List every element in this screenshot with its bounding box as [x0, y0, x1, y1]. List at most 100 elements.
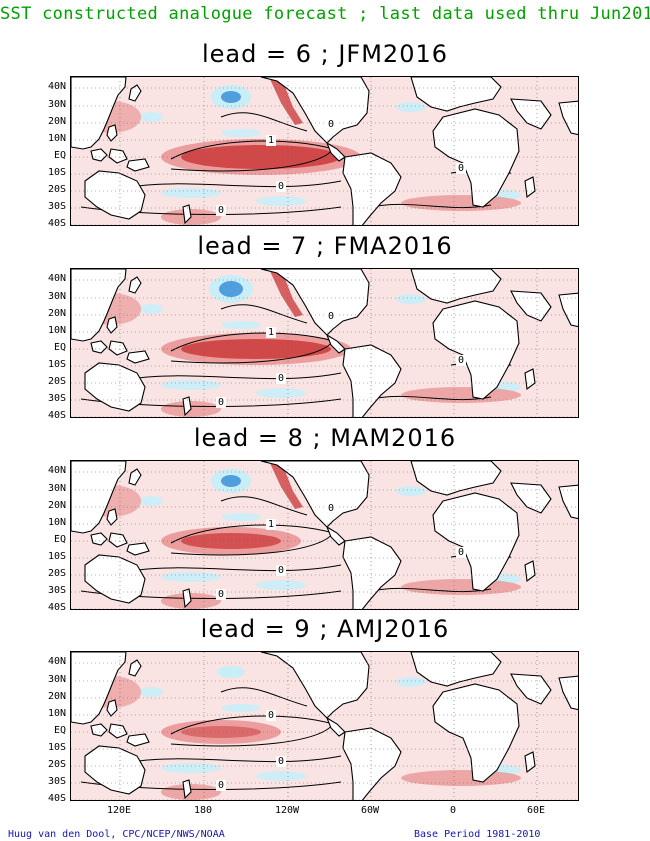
contour-label: 0 — [218, 397, 224, 408]
sst-anomaly-map: 1 0 0 0 0 — [70, 76, 579, 226]
land-mass — [432, 108, 520, 208]
land-mass — [432, 683, 520, 783]
latitude-label: 30S — [47, 201, 66, 212]
land-mass — [510, 673, 552, 705]
land-mass — [182, 588, 192, 609]
latitude-label: 20N — [47, 500, 66, 511]
contour-label: 0 — [458, 547, 464, 558]
latitude-label: 10S — [47, 359, 66, 370]
land-mass — [128, 659, 142, 677]
latitude-label: 10N — [47, 708, 66, 719]
panel-title: lead = 9 ; AMJ2016 — [200, 615, 450, 643]
land-mass — [128, 84, 142, 102]
latitude-label: 30N — [47, 674, 66, 685]
land-mass — [106, 508, 118, 526]
map-canvas: 1 0 0 0 0 — [71, 461, 578, 609]
land-mass — [558, 675, 578, 711]
latitude-label: 30N — [47, 99, 66, 110]
land-mass — [410, 77, 502, 112]
latitude-label: EQ — [53, 725, 66, 736]
land-mass — [432, 492, 520, 592]
footer-credit: Huug van den Dool, CPC/NCEP/NWS/NOAA — [8, 829, 225, 840]
latitude-label: 40S — [47, 218, 66, 229]
land-mass — [510, 482, 552, 514]
land-mass — [558, 100, 578, 136]
contour-label: 0 — [328, 503, 334, 514]
latitude-label: 30N — [47, 291, 66, 302]
latitude-label: 20N — [47, 116, 66, 127]
land-mass — [84, 362, 146, 412]
panel-title: lead = 7 ; FMA2016 — [197, 232, 453, 260]
land-mass-group — [71, 77, 578, 225]
latitude-label: 40N — [47, 656, 66, 667]
latitude-label: 30N — [47, 483, 66, 494]
land-mass — [84, 554, 146, 604]
land-mass — [325, 525, 346, 546]
longitude-label: 0 — [449, 805, 457, 816]
contour-label: 0 — [458, 163, 464, 174]
longitude-label: 120E — [106, 805, 132, 816]
land-mass — [342, 152, 402, 225]
land-mass — [260, 461, 370, 528]
land-mass — [126, 542, 150, 556]
contour-label: 0 — [218, 780, 224, 791]
land-mass — [410, 652, 502, 687]
land-mass — [558, 484, 578, 520]
land-mass — [260, 652, 370, 719]
latitude-label: 10S — [47, 167, 66, 178]
contour-label: 1 — [268, 519, 274, 530]
latitude-label: 20S — [47, 184, 66, 195]
latitude-label: 20N — [47, 691, 66, 702]
land-mass — [106, 699, 118, 717]
latitude-label: 40N — [47, 465, 66, 476]
latitude-label: 40S — [47, 410, 66, 421]
land-mass — [108, 148, 128, 164]
land-mass — [342, 727, 402, 800]
land-mass — [71, 77, 127, 150]
latitude-label: 40N — [47, 273, 66, 284]
contour-label: 1 — [268, 135, 274, 146]
latitude-label: 20N — [47, 308, 66, 319]
contour-label: 0 — [278, 373, 284, 384]
contour-label: 0 — [278, 181, 284, 192]
latitude-label: 10S — [47, 742, 66, 753]
longitude-label: 60E — [526, 805, 546, 816]
longitude-label: 180 — [193, 805, 213, 816]
contour-label: 1 — [268, 327, 274, 338]
land-mass — [90, 532, 108, 546]
land-mass — [410, 461, 502, 496]
latitude-label: 10N — [47, 133, 66, 144]
land-mass — [90, 340, 108, 354]
map-canvas: 1 0 0 0 0 — [71, 77, 578, 225]
latitude-label: 30S — [47, 776, 66, 787]
forecast-title: SST constructed analogue forecast ; last… — [0, 4, 650, 24]
land-mass — [260, 77, 370, 144]
contour-label: 0 — [458, 355, 464, 366]
land-mass — [90, 723, 108, 737]
land-mass — [126, 733, 150, 747]
land-mass — [410, 269, 502, 304]
land-mass — [558, 292, 578, 328]
contour-label: 0 — [218, 205, 224, 216]
latitude-label: 20S — [47, 568, 66, 579]
latitude-label: EQ — [53, 534, 66, 545]
land-mass — [182, 396, 192, 417]
contour-label: 0 — [328, 119, 334, 130]
latitude-label: 30S — [47, 393, 66, 404]
land-mass — [71, 269, 127, 342]
panel-title: lead = 6 ; JFM2016 — [201, 40, 449, 68]
land-mass — [342, 536, 402, 609]
footer-base-period: Base Period 1981-2010 — [414, 829, 541, 840]
contour-label: 0 — [268, 710, 274, 721]
land-mass — [182, 204, 192, 225]
map-canvas: 0 0 0 — [71, 652, 578, 800]
land-mass — [90, 148, 108, 162]
map-canvas: 1 0 0 0 0 — [71, 269, 578, 417]
land-mass — [106, 124, 118, 142]
latitude-label: 30S — [47, 585, 66, 596]
land-mass — [128, 468, 142, 486]
land-mass — [71, 652, 127, 725]
sst-anomaly-map: 0 0 0 — [70, 651, 579, 801]
latitude-label: 40N — [47, 81, 66, 92]
